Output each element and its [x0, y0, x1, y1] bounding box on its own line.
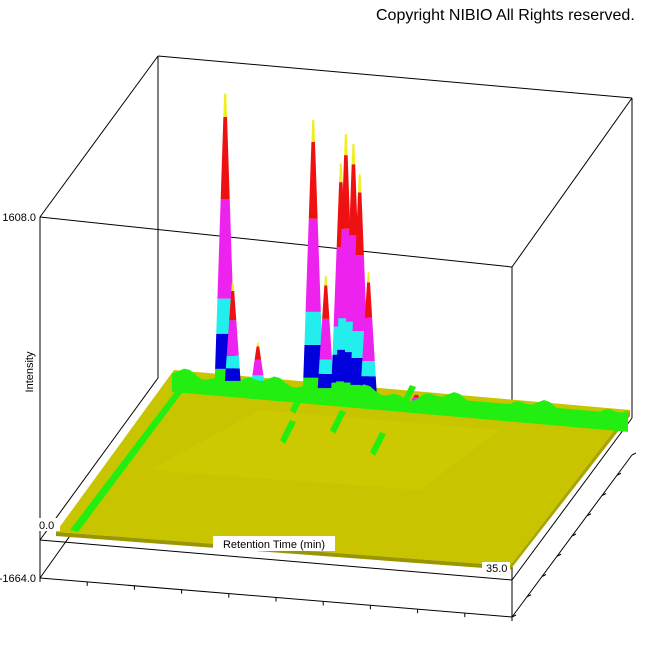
peak-6-band-5 [344, 134, 348, 155]
peak-5-band-5 [339, 163, 342, 182]
peak-0-band-3 [217, 199, 233, 299]
y-axis-title: Intensity [24, 351, 36, 392]
z-tick-8 [632, 453, 636, 455]
copyright-text: Copyright NIBIO All Rights reserved. [376, 7, 635, 24]
peak-4-band-4 [322, 285, 329, 318]
peak-1-band-1 [225, 368, 241, 381]
peak-8-band-5 [358, 174, 361, 192]
peak-4-band-5 [324, 276, 327, 286]
frame-top-right [512, 98, 632, 267]
x-axis-title: Retention Time (min) [223, 539, 325, 551]
x-tick-label-end: 35.0 [486, 563, 507, 575]
peak-9-band-5 [367, 272, 370, 282]
peak-3-band-4 [309, 142, 318, 219]
peak-4-band-3 [320, 319, 332, 360]
peak-9-band-2 [361, 361, 375, 376]
frame-top-left [40, 56, 158, 217]
peak-7-band-4 [349, 164, 358, 235]
peak-6-band-4 [342, 155, 351, 229]
peak-2-band-3 [252, 360, 263, 376]
peak-3-band-2 [304, 312, 321, 345]
peak-1-band-2 [226, 356, 240, 369]
peak-2-band-5 [257, 343, 260, 347]
peak-3-band-5 [311, 120, 315, 142]
frame-back-top [158, 56, 632, 98]
peak-2-band-4 [255, 346, 261, 359]
peak-8-band-4 [356, 192, 364, 255]
chromatogram-peaks [215, 94, 424, 404]
peak-0-band-5 [223, 94, 227, 117]
peak-3-band-3 [306, 219, 321, 312]
peak-0-band-4 [221, 117, 230, 199]
peak-9-band-4 [365, 282, 372, 318]
frame-front-top [40, 217, 512, 267]
x-tick-label-start: 0.0 [39, 520, 54, 532]
y-tick-label-bottom: -1664.0 [0, 573, 36, 585]
y-tick-label-top: 1608.0 [2, 212, 36, 224]
peak-4-band-2 [319, 359, 333, 373]
peak-7-band-5 [352, 144, 355, 164]
